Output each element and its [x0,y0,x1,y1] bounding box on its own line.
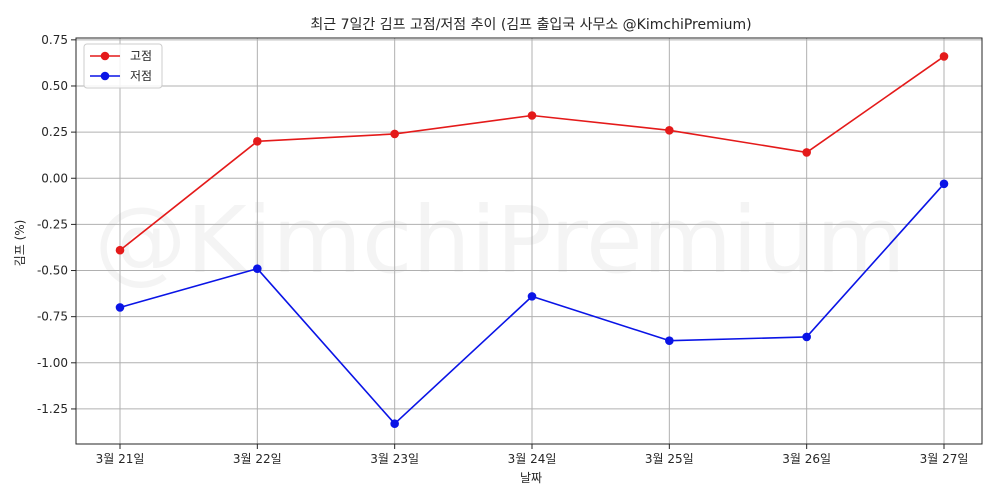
series-1 [115,179,949,429]
data-point [253,137,262,146]
y-tick-label: -1.00 [37,356,68,370]
legend-item: 저점 [90,69,152,83]
x-axis-title: 날짜 [520,471,542,485]
watermark-text: @KimchiPremium [94,187,905,294]
y-tick-label: -0.50 [37,264,68,278]
axis-ticks: 3월 21일 3월 22일 3월 23일 3월 24일 3월 25일 3월 26일 3월 2… [37,33,968,466]
data-point [802,148,811,157]
data-point [939,179,949,189]
legend-marker [100,51,110,61]
data-point [115,303,125,312]
x-tick-label: 3월 22일 [233,452,282,466]
y-tick-label: -0.25 [37,217,68,231]
y-tick-label: -0.75 [37,310,68,324]
data-point [253,264,262,273]
series-0 [115,52,949,255]
y-tick-label: 0.25 [41,125,68,139]
data-point [527,292,537,301]
chart-title: 최근 7일간 김프 고점/저점 추이 (김프 출입국 사무소 @KimchiPr… [310,17,751,33]
x-tick-label: 3월 25일 [645,452,694,466]
y-tick-label: 0.50 [41,79,68,93]
y-tick-label: -1.25 [37,402,68,416]
grid-lines [76,38,982,444]
legend-item: 고점 [90,49,152,63]
y-tick-label: 0.75 [41,33,68,47]
legend-label: 고점 [130,49,152,63]
x-tick-label: 3월 21일 [96,452,145,466]
data-point [390,129,399,139]
series-layer [115,52,949,429]
data-point [527,111,537,120]
y-tick-label: 0.00 [41,171,68,185]
y-axis-title: 김프 (%) [13,220,27,267]
x-tick-label: 3월 24일 [508,452,557,466]
legend-marker [100,71,110,81]
data-point [390,419,399,429]
data-point [665,125,674,135]
x-tick-label: 3월 27일 [920,452,969,466]
x-tick-label: 3월 23일 [370,452,419,466]
x-tick-label: 3월 26일 [782,452,831,466]
legend-label: 저점 [130,69,152,83]
plot-frame [75,37,983,445]
data-point [802,332,811,342]
data-point [665,336,674,345]
data-point [939,52,949,61]
data-point [115,245,125,255]
